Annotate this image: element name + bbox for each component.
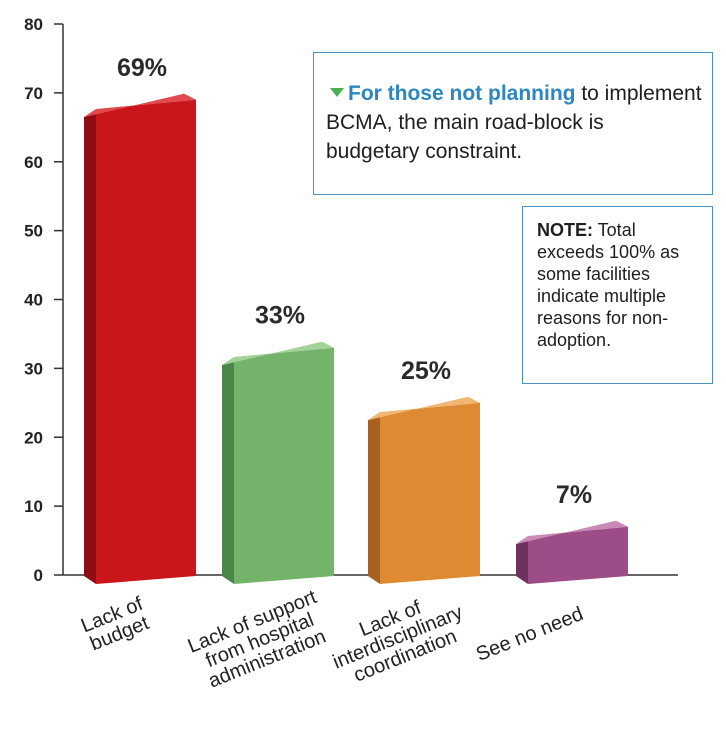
- y-tick-label: 60: [24, 153, 43, 172]
- category-label: See no need: [473, 603, 586, 666]
- axes: 0 10 20 30 40 50 60 70 80: [24, 15, 678, 585]
- bar-side: [222, 357, 234, 584]
- note-text: Total exceeds 100% as some facilities in…: [537, 220, 680, 350]
- bar-side: [516, 536, 528, 584]
- bar-front: [234, 347, 334, 584]
- bar-2: [368, 396, 480, 584]
- bar-front: [528, 526, 628, 584]
- category-label-line: See no need: [473, 603, 586, 666]
- value-label: 25%: [401, 357, 451, 385]
- bar-top-shade: [222, 341, 334, 366]
- bar-0: [84, 93, 196, 585]
- category-label: Lack ofinterdisciplinarycoordination: [322, 583, 473, 692]
- y-tick-label: 40: [24, 291, 43, 310]
- bar-side: [84, 109, 96, 585]
- bar-top-shade: [84, 93, 196, 118]
- y-tick-label: 80: [24, 15, 43, 34]
- triangle-down-icon: [330, 88, 344, 98]
- y-tick-label: 50: [24, 222, 43, 241]
- bar-front: [96, 99, 196, 584]
- note-label: NOTE:: [537, 220, 593, 240]
- value-label: 7%: [556, 481, 592, 509]
- bar-1: [222, 341, 334, 584]
- y-tick-label: 30: [24, 359, 43, 378]
- bar-front: [380, 402, 480, 584]
- bar-top-shade: [368, 396, 480, 421]
- bar-3: [516, 520, 628, 584]
- bars: [84, 93, 628, 585]
- bar-side: [368, 412, 380, 584]
- value-label: 69%: [117, 54, 167, 82]
- value-label: 33%: [255, 302, 305, 330]
- category-label: Lack of supportfrom hospitaladministrati…: [185, 586, 335, 695]
- callout-highlight: For those not planning: [348, 82, 576, 105]
- callout-box: For those not planning to implement BCMA…: [313, 52, 713, 195]
- y-tick-label: 20: [24, 428, 43, 447]
- bar-top-shade: [516, 520, 628, 545]
- y-tick-label: 0: [34, 566, 43, 585]
- category-label: Lack ofbudget: [78, 593, 154, 656]
- callout-text: to implement BCMA, the main road-block i…: [326, 82, 702, 163]
- note-box: NOTE: Total exceeds 100% as some facilit…: [522, 206, 713, 384]
- y-tick-label: 70: [24, 84, 43, 103]
- y-tick-label: 10: [24, 497, 43, 516]
